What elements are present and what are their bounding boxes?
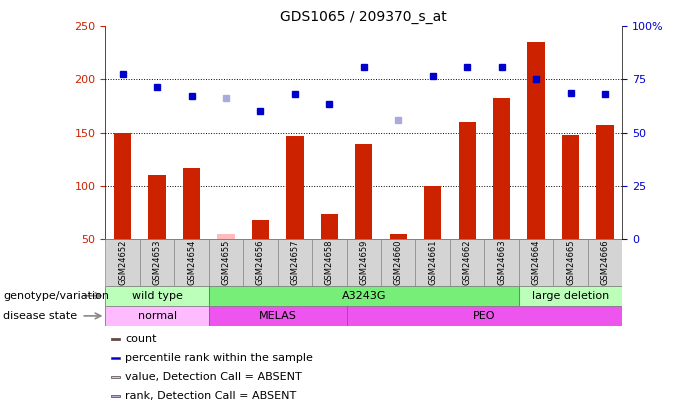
Text: GSM24652: GSM24652 <box>118 239 127 285</box>
Text: GSM24657: GSM24657 <box>290 239 299 285</box>
Bar <box>424 186 441 239</box>
Bar <box>519 286 622 306</box>
Bar <box>111 357 120 359</box>
Bar <box>174 239 209 286</box>
Bar <box>493 98 510 239</box>
Text: GSM24658: GSM24658 <box>325 239 334 285</box>
Text: GSM24665: GSM24665 <box>566 239 575 285</box>
Bar <box>105 239 140 286</box>
Text: rank, Detection Call = ABSENT: rank, Detection Call = ABSENT <box>125 391 296 401</box>
Bar <box>218 234 235 239</box>
Text: GSM24659: GSM24659 <box>359 239 369 285</box>
Text: GSM24666: GSM24666 <box>600 239 609 285</box>
Bar <box>105 306 209 326</box>
Bar <box>111 394 120 396</box>
Bar <box>415 239 450 286</box>
Bar <box>111 376 120 378</box>
Bar <box>347 306 622 326</box>
Text: disease state: disease state <box>3 311 78 321</box>
Bar <box>286 136 303 239</box>
Bar <box>484 239 519 286</box>
Bar <box>355 144 373 239</box>
Bar <box>450 239 484 286</box>
Bar <box>528 42 545 239</box>
Bar <box>596 125 613 239</box>
Bar <box>252 220 269 239</box>
Bar <box>390 234 407 239</box>
Bar <box>183 168 200 239</box>
Bar <box>312 239 347 286</box>
Text: GSM24653: GSM24653 <box>152 239 162 285</box>
Text: genotype/variation: genotype/variation <box>3 291 109 301</box>
Bar <box>209 239 243 286</box>
Text: value, Detection Call = ABSENT: value, Detection Call = ABSENT <box>125 372 302 382</box>
Bar <box>114 133 131 239</box>
Bar <box>562 135 579 239</box>
Bar <box>277 239 312 286</box>
Text: GSM24662: GSM24662 <box>462 239 472 285</box>
Bar <box>209 286 519 306</box>
Text: MELAS: MELAS <box>258 311 296 321</box>
Bar <box>381 239 415 286</box>
Bar <box>347 239 381 286</box>
Text: GSM24663: GSM24663 <box>497 239 506 285</box>
Title: GDS1065 / 209370_s_at: GDS1065 / 209370_s_at <box>280 10 447 24</box>
Bar <box>105 286 209 306</box>
Bar <box>140 239 174 286</box>
Text: count: count <box>125 335 156 344</box>
Bar <box>554 239 588 286</box>
Text: percentile rank within the sample: percentile rank within the sample <box>125 353 313 363</box>
Bar <box>458 122 476 239</box>
Bar <box>148 175 166 239</box>
Text: GSM24661: GSM24661 <box>428 239 437 285</box>
Text: large deletion: large deletion <box>532 291 609 301</box>
Bar <box>243 239 277 286</box>
Text: GSM24664: GSM24664 <box>532 239 541 285</box>
Bar <box>519 239 554 286</box>
Bar <box>321 215 338 239</box>
Text: GSM24655: GSM24655 <box>222 239 231 285</box>
Text: PEO: PEO <box>473 311 496 321</box>
Bar <box>588 239 622 286</box>
Text: A3243G: A3243G <box>341 291 386 301</box>
Text: GSM24656: GSM24656 <box>256 239 265 285</box>
Text: GSM24660: GSM24660 <box>394 239 403 285</box>
Text: wild type: wild type <box>132 291 182 301</box>
Text: normal: normal <box>137 311 177 321</box>
Text: GSM24654: GSM24654 <box>187 239 196 285</box>
Bar <box>209 306 347 326</box>
Bar <box>111 339 120 340</box>
